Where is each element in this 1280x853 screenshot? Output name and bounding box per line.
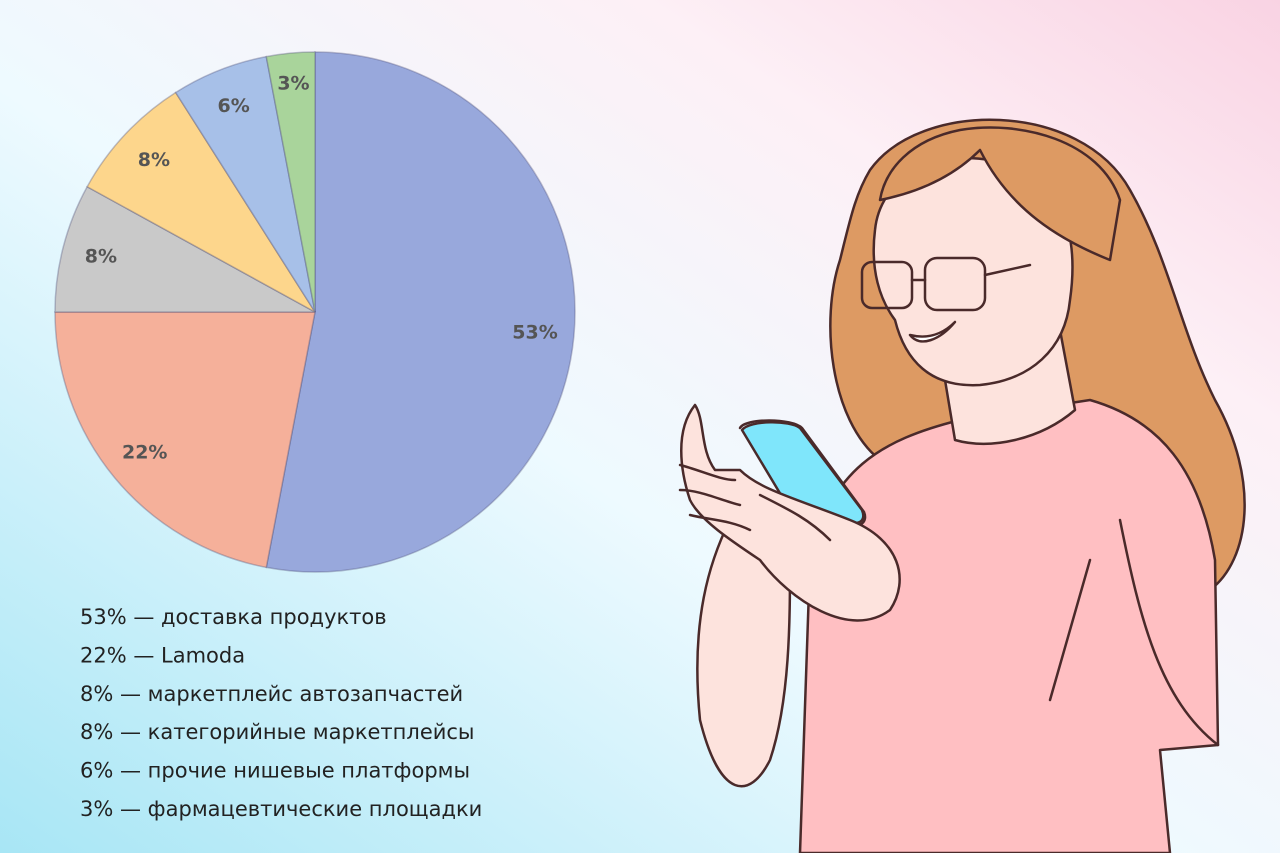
pie-slice <box>86 91 316 313</box>
value-label: 3% <box>277 73 309 95</box>
value-label: 53% <box>512 321 557 343</box>
pie-slice <box>54 185 316 313</box>
legend-entry: 8% — категорийные маркетплейсы <box>80 720 475 744</box>
legend-entry: 6% — прочие нишевые платформы <box>80 759 470 783</box>
value-label: 8% <box>85 246 117 268</box>
value-label: 8% <box>138 149 170 171</box>
legend: 53% — доставка продуктов 22% — Lamoda 8% —… <box>80 605 482 821</box>
value-label: 22% <box>122 441 167 463</box>
legend-entry: 53% — доставка продуктов <box>80 605 387 629</box>
pie-chart: 53% 22% 8% 8% 6% 3% <box>54 51 576 573</box>
value-label: 6% <box>218 95 250 117</box>
legend-entry: 3% — фармацевтические площадки <box>80 797 482 821</box>
pie-slice <box>265 51 316 313</box>
legend-entry: 22% — Lamoda <box>80 643 245 667</box>
pie-slice <box>54 311 316 569</box>
illustration <box>678 118 1246 853</box>
pie-slice <box>174 55 316 313</box>
legend-entry: 8% — маркетплейс автозапчастей <box>80 682 463 706</box>
pie-slice <box>265 51 576 573</box>
